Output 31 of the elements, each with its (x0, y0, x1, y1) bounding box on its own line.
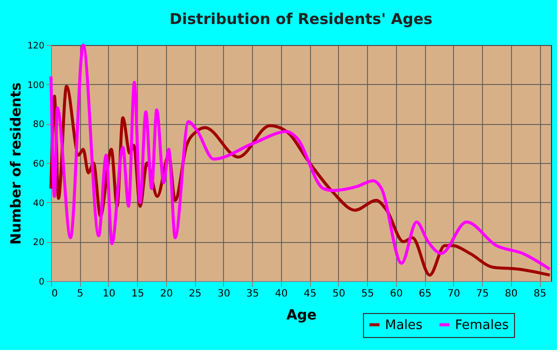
legend-label: Males (385, 318, 423, 333)
y-tick-label: 40 (33, 198, 45, 209)
x-tick-label: 45 (304, 288, 316, 300)
y-tick-label: 100 (27, 80, 45, 91)
x-tick-label: 10 (102, 288, 116, 300)
line-series (50, 44, 552, 271)
x-tick-label: 30 (218, 288, 230, 300)
legend-label: Females (455, 318, 510, 333)
x-tick-label: 80 (504, 288, 518, 300)
y-tick-label: 80 (33, 120, 45, 130)
x-axis-title: Age (286, 308, 317, 324)
x-tick-label: 60 (390, 288, 403, 300)
chart-title: Distribution of Residents' Ages (170, 10, 433, 28)
x-tick-label: 55 (361, 288, 374, 300)
x-tick-label: 75 (476, 288, 489, 300)
y-tick-label: 20 (33, 238, 45, 248)
x-tick-label: 0 (52, 288, 58, 300)
x-tick-label: 85 (534, 288, 546, 300)
x-tick-label: 40 (275, 288, 288, 300)
x-tick-label: 50 (332, 288, 346, 300)
y-tick-label: 120 (27, 42, 45, 52)
y-tick-label: 0 (38, 278, 45, 288)
x-tick-label: 20 (160, 288, 173, 300)
x-tick-label: 15 (131, 288, 144, 300)
x-tick-label: 5 (77, 288, 84, 300)
x-tick-label: 25 (188, 288, 202, 300)
y-tick-label: 60 (33, 160, 45, 170)
x-tick-label: 70 (447, 288, 460, 300)
y-axis-title: Number of residents (8, 82, 24, 245)
x-tick-label: 65 (418, 288, 432, 300)
x-tick-label: 35 (246, 288, 260, 300)
